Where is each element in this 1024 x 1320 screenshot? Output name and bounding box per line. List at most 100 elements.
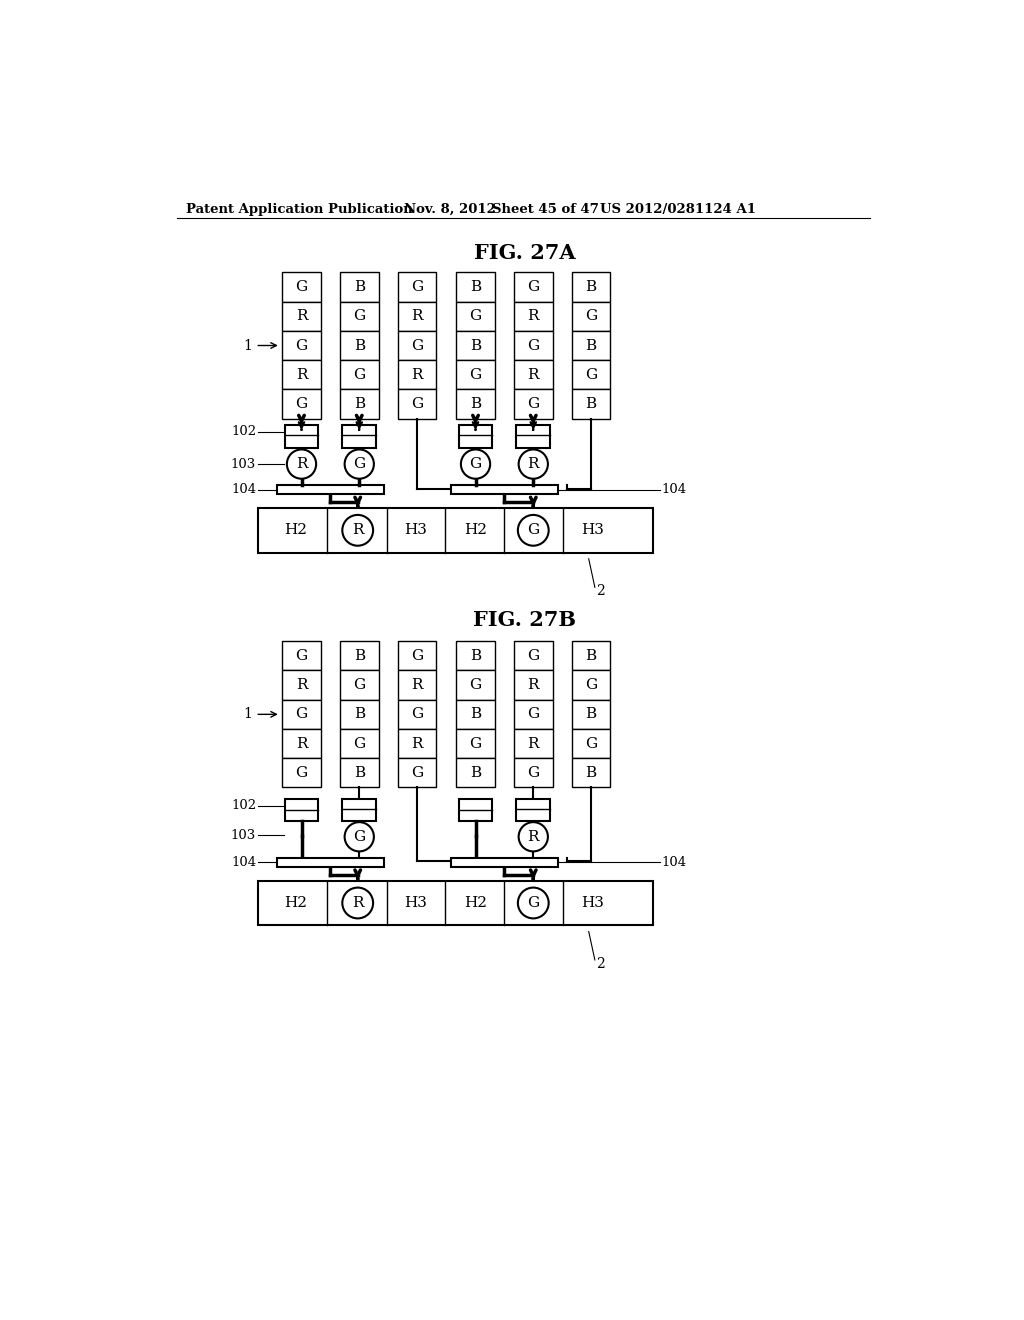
Bar [397, 642, 436, 671]
Text: B: B [353, 766, 365, 780]
Text: B: B [586, 649, 597, 663]
Bar [276, 858, 384, 867]
Text: B: B [353, 397, 365, 411]
Bar [397, 758, 436, 788]
Text: FIG. 27A: FIG. 27A [474, 243, 575, 263]
Bar [451, 484, 558, 494]
Text: G: G [295, 397, 307, 411]
Text: B: B [353, 338, 365, 352]
Text: G: G [585, 737, 597, 751]
Bar [457, 700, 495, 729]
Text: G: G [527, 649, 540, 663]
Circle shape [518, 450, 548, 479]
Bar [514, 272, 553, 302]
Text: G: G [469, 678, 481, 692]
Text: B: B [470, 708, 481, 721]
Text: G: G [295, 280, 307, 294]
Circle shape [518, 887, 549, 919]
Text: B: B [470, 338, 481, 352]
Bar [457, 302, 495, 331]
Text: H3: H3 [582, 896, 604, 909]
Text: G: G [585, 309, 597, 323]
Bar [283, 360, 321, 389]
Text: G: G [469, 737, 481, 751]
Text: G: G [527, 280, 540, 294]
Text: B: B [353, 280, 365, 294]
Bar [397, 729, 436, 758]
Text: H3: H3 [404, 896, 427, 909]
Text: H2: H2 [464, 523, 487, 537]
Bar [571, 758, 610, 788]
Text: H2: H2 [285, 896, 307, 909]
Text: H3: H3 [404, 523, 427, 537]
Text: G: G [411, 280, 423, 294]
Bar [285, 425, 318, 447]
Bar [571, 700, 610, 729]
Text: G: G [411, 708, 423, 721]
Bar [571, 302, 610, 331]
Bar [342, 425, 376, 447]
Circle shape [345, 822, 374, 851]
Bar [451, 858, 558, 867]
Text: G: G [353, 737, 366, 751]
Bar [340, 642, 379, 671]
Text: G: G [527, 338, 540, 352]
Text: G: G [353, 309, 366, 323]
Text: 104: 104 [231, 855, 256, 869]
Text: B: B [353, 649, 365, 663]
Bar [283, 671, 321, 700]
Bar [283, 331, 321, 360]
Text: FIG. 27B: FIG. 27B [473, 610, 577, 631]
Circle shape [342, 887, 373, 919]
Text: R: R [527, 309, 539, 323]
Text: R: R [412, 368, 423, 381]
Bar [340, 272, 379, 302]
Text: G: G [295, 766, 307, 780]
Text: G: G [353, 368, 366, 381]
Bar [571, 360, 610, 389]
Bar [397, 389, 436, 418]
Circle shape [461, 450, 490, 479]
Text: H2: H2 [285, 523, 307, 537]
Bar [340, 700, 379, 729]
Bar [276, 484, 384, 494]
Bar [457, 389, 495, 418]
Bar [283, 642, 321, 671]
Text: G: G [411, 649, 423, 663]
Bar [457, 642, 495, 671]
Bar [514, 642, 553, 671]
Bar [340, 729, 379, 758]
Text: G: G [295, 708, 307, 721]
Bar [283, 272, 321, 302]
Text: 103: 103 [230, 829, 256, 842]
Text: R: R [412, 737, 423, 751]
Text: R: R [296, 457, 307, 471]
Text: R: R [527, 457, 539, 471]
Bar [457, 729, 495, 758]
Text: G: G [295, 338, 307, 352]
Bar [571, 331, 610, 360]
Text: B: B [586, 708, 597, 721]
Text: 103: 103 [230, 458, 256, 471]
Text: US 2012/0281124 A1: US 2012/0281124 A1 [600, 203, 757, 216]
Text: B: B [470, 397, 481, 411]
Bar [514, 302, 553, 331]
Bar [340, 302, 379, 331]
Text: B: B [470, 766, 481, 780]
Text: G: G [527, 708, 540, 721]
Text: R: R [527, 678, 539, 692]
Bar [514, 671, 553, 700]
Text: R: R [412, 678, 423, 692]
Text: G: G [527, 766, 540, 780]
Bar [571, 729, 610, 758]
Bar [283, 302, 321, 331]
Text: 1: 1 [244, 338, 252, 352]
Text: G: G [353, 457, 366, 471]
Bar [397, 700, 436, 729]
Text: G: G [527, 397, 540, 411]
Text: 104: 104 [662, 483, 687, 496]
Text: B: B [586, 397, 597, 411]
Bar [340, 758, 379, 788]
Bar [397, 360, 436, 389]
Bar [459, 425, 493, 447]
